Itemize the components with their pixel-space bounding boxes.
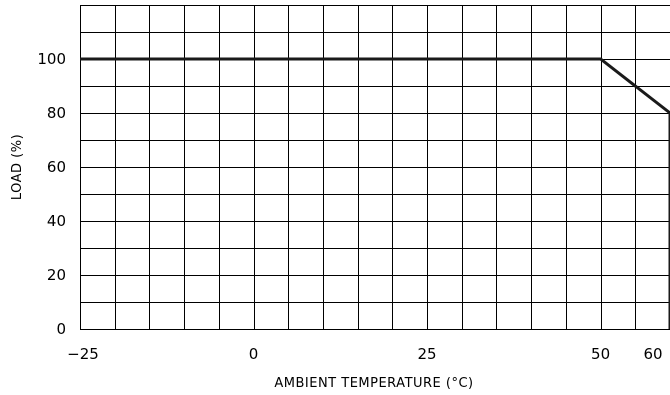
y-tick-label: 0 (56, 320, 66, 338)
x-axis-label: AMBIENT TEMPERATURE (°C) (274, 376, 473, 391)
y-tick-label: 60 (47, 158, 66, 176)
y-tick-label: 80 (47, 104, 66, 122)
x-tick-label: −25 (67, 345, 99, 363)
y-tick-label: 100 (37, 50, 66, 68)
x-tick-label: 0 (249, 345, 259, 363)
x-tick-labels: −25 0 25 50 60 (67, 345, 662, 363)
y-tick-label: 40 (47, 212, 66, 230)
y-axis-label: LOAD (%) (10, 134, 25, 200)
x-tick-label: 60 (643, 345, 662, 363)
series-layer (80, 57, 670, 329)
derating-curve (80, 57, 670, 329)
x-tick-label: 50 (591, 345, 610, 363)
grid (80, 5, 670, 330)
y-tick-label: 20 (47, 266, 66, 284)
x-tick-label: 25 (418, 345, 437, 363)
y-tick-labels: 0 20 40 60 80 100 (37, 50, 66, 338)
